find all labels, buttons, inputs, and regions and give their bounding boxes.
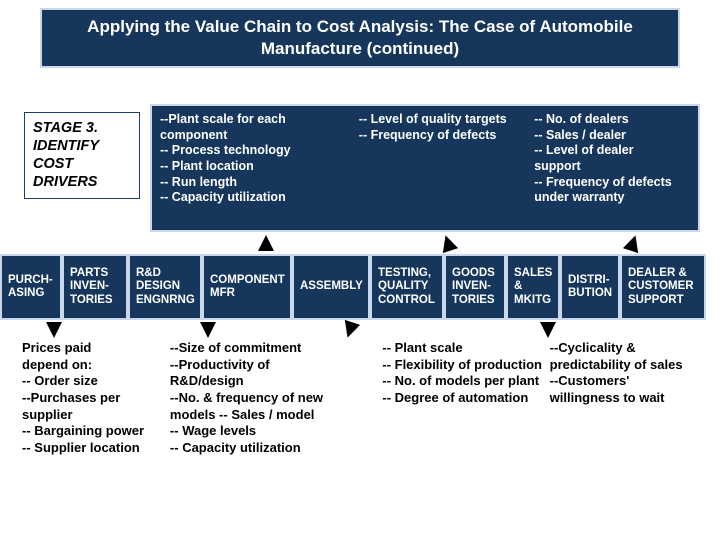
arrow-up-icon-2	[623, 233, 643, 253]
page-title: Applying the Value Chain to Cost Analysi…	[40, 8, 680, 68]
arrow-up-icon-1	[438, 233, 458, 253]
top-col-1: --Plant scale for each component -- Proc…	[160, 112, 355, 224]
bottom-col-1: Prices paid depend on: -- Order size --P…	[22, 340, 164, 520]
stage-label-box: STAGE 3. IDENTIFY COST DRIVERS	[24, 112, 140, 199]
drivers-panel-bottom: Prices paid depend on: -- Order size --P…	[0, 340, 720, 520]
chain-stage-1: PARTS INVEN- TORIES	[62, 254, 128, 320]
arrow-down-icon-1	[200, 322, 216, 338]
value-chain-strip: PURCH- ASINGPARTS INVEN- TORIESR&D DESIG…	[0, 254, 720, 320]
arrow-down-icon-3	[540, 322, 556, 338]
chain-stage-0: PURCH- ASING	[0, 254, 62, 320]
top-area: STAGE 3. IDENTIFY COST DRIVERS --Plant s…	[0, 104, 720, 232]
top-col-3: -- No. of dealers -- Sales / dealer -- L…	[534, 112, 690, 224]
top-col-2: -- Level of quality targets -- Frequency…	[359, 112, 530, 224]
chain-stage-7: SALES & MKITG	[506, 254, 560, 320]
bottom-col-2: --Size of commitment --Productivity of R…	[170, 340, 376, 520]
chain-stage-4: ASSEMBLY	[292, 254, 370, 320]
chain-stage-2: R&D DESIGN ENGNRNG	[128, 254, 202, 320]
drivers-panel-top: --Plant scale for each component -- Proc…	[150, 104, 700, 232]
chain-stage-8: DISTRI- BUTION	[560, 254, 620, 320]
bottom-col-3: -- Plant scale -- Flexibility of product…	[382, 340, 543, 520]
arrow-up-icon-0	[258, 235, 274, 251]
chain-stage-5: TESTING, QUALITY CONTROL	[370, 254, 444, 320]
arrow-down-icon-2	[340, 320, 360, 340]
chain-stage-6: GOODS INVEN- TORIES	[444, 254, 506, 320]
bottom-col-4: --Cyclicality & predictability of sales …	[550, 340, 698, 520]
arrow-down-icon-0	[46, 322, 62, 338]
chain-stage-3: COMPONENT MFR	[202, 254, 292, 320]
chain-stage-9: DEALER & CUSTOMER SUPPORT	[620, 254, 706, 320]
